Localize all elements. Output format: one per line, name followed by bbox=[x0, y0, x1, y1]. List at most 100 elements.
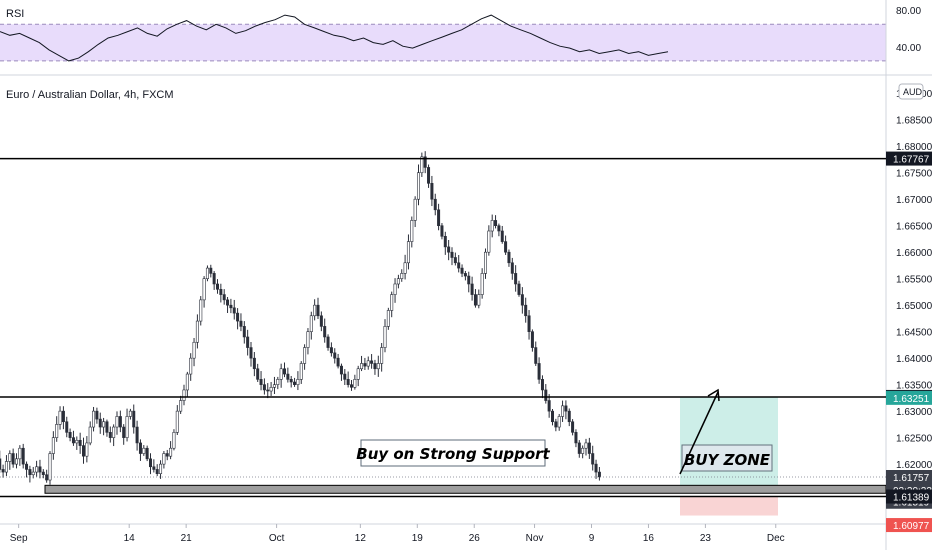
candle-body bbox=[510, 262, 514, 274]
currency-badge[interactable]: AUD bbox=[898, 83, 924, 100]
candle-body bbox=[547, 400, 551, 412]
candle-body bbox=[92, 410, 96, 428]
candle-body bbox=[61, 410, 65, 423]
buy-on-support-callout[interactable]: Buy on Strong Support bbox=[356, 439, 551, 467]
price-tag-box bbox=[886, 390, 932, 405]
candle-body bbox=[534, 347, 538, 364]
candle bbox=[487, 225, 491, 256]
candle bbox=[383, 319, 387, 353]
candle-body bbox=[182, 389, 186, 401]
candle bbox=[309, 311, 313, 340]
candle-body bbox=[95, 410, 99, 420]
candle-body bbox=[447, 246, 451, 253]
candle-body bbox=[189, 357, 193, 375]
candle bbox=[326, 334, 330, 351]
candle bbox=[179, 395, 183, 414]
candle-body bbox=[329, 347, 333, 354]
stop-zone bbox=[680, 495, 778, 516]
time-axis[interactable]: Sep 14 21 Oct 12 19 26 Nov 9 16 23 Dec bbox=[10, 524, 785, 544]
candle-body bbox=[286, 373, 290, 380]
candle-body bbox=[45, 474, 49, 481]
candle bbox=[239, 313, 243, 332]
candle-body bbox=[226, 299, 230, 306]
price-axis[interactable]: 1.62000 1.62500 1.63000 1.63500 1.64000 1.645… bbox=[896, 89, 932, 471]
candle-body bbox=[11, 453, 15, 465]
candle bbox=[540, 375, 544, 399]
candle-body bbox=[179, 400, 183, 412]
candle bbox=[108, 426, 112, 443]
candle-body bbox=[306, 331, 310, 348]
candle bbox=[145, 445, 149, 462]
candle-body bbox=[366, 360, 370, 367]
price-tag-box bbox=[886, 470, 932, 485]
candle-body bbox=[105, 421, 109, 433]
buy-zone-callout[interactable]: BUY ZONE bbox=[681, 444, 773, 472]
horizontal-levels[interactable] bbox=[0, 157, 886, 498]
candle bbox=[470, 276, 474, 301]
candle-body bbox=[527, 315, 531, 332]
price-tag-box bbox=[886, 151, 932, 166]
candle bbox=[242, 321, 246, 344]
candle bbox=[571, 419, 575, 436]
candle-body bbox=[252, 357, 256, 370]
up-arrow[interactable] bbox=[679, 388, 720, 475]
candle-body bbox=[360, 363, 364, 370]
candle bbox=[416, 164, 420, 206]
candle bbox=[413, 196, 417, 228]
candle bbox=[584, 438, 588, 456]
candle-body bbox=[353, 379, 357, 388]
candle bbox=[219, 283, 223, 303]
candle bbox=[279, 363, 283, 388]
candle-body bbox=[333, 352, 337, 359]
price-tick-label: 1.68000 bbox=[896, 142, 932, 153]
candle-body bbox=[272, 384, 276, 388]
candle-body bbox=[269, 387, 273, 392]
candle bbox=[122, 424, 126, 445]
time-tick-label: Sep bbox=[10, 533, 28, 544]
candle bbox=[594, 459, 598, 479]
time-tick-label: 21 bbox=[181, 533, 193, 544]
candle bbox=[28, 465, 32, 483]
candle bbox=[547, 394, 551, 418]
candle-body bbox=[413, 198, 417, 221]
candle bbox=[450, 247, 454, 266]
candle-body bbox=[554, 421, 558, 428]
candle bbox=[55, 416, 59, 442]
candle bbox=[366, 356, 370, 370]
candle bbox=[282, 362, 286, 378]
candle bbox=[443, 231, 447, 255]
candle bbox=[396, 274, 400, 289]
candle-body bbox=[259, 379, 263, 385]
candle bbox=[149, 453, 153, 475]
candle-body bbox=[574, 432, 578, 444]
candle-body bbox=[487, 230, 491, 253]
candle bbox=[18, 445, 22, 466]
candle bbox=[0, 450, 2, 473]
candle bbox=[21, 443, 25, 469]
buy-zone-text: BUY ZONE bbox=[684, 451, 771, 469]
candle bbox=[31, 466, 35, 479]
candle bbox=[393, 278, 397, 303]
candle-body bbox=[507, 251, 511, 264]
candle bbox=[577, 440, 581, 458]
candle bbox=[329, 342, 333, 357]
candle bbox=[296, 371, 300, 391]
candle bbox=[41, 469, 45, 479]
candle bbox=[477, 289, 481, 309]
candle bbox=[155, 464, 159, 477]
candle bbox=[313, 299, 317, 321]
candle-body bbox=[380, 347, 384, 364]
candle-body bbox=[346, 379, 350, 385]
candle bbox=[554, 418, 558, 432]
candle bbox=[370, 354, 374, 369]
candle-body bbox=[323, 326, 327, 338]
price-tick-label: 1.66500 bbox=[896, 222, 932, 233]
candle-body bbox=[102, 421, 106, 428]
candle-body bbox=[122, 426, 126, 438]
candle bbox=[440, 223, 444, 240]
candle-body bbox=[437, 209, 441, 227]
candle bbox=[88, 421, 92, 446]
candle bbox=[35, 460, 39, 477]
candle-body bbox=[564, 405, 568, 412]
